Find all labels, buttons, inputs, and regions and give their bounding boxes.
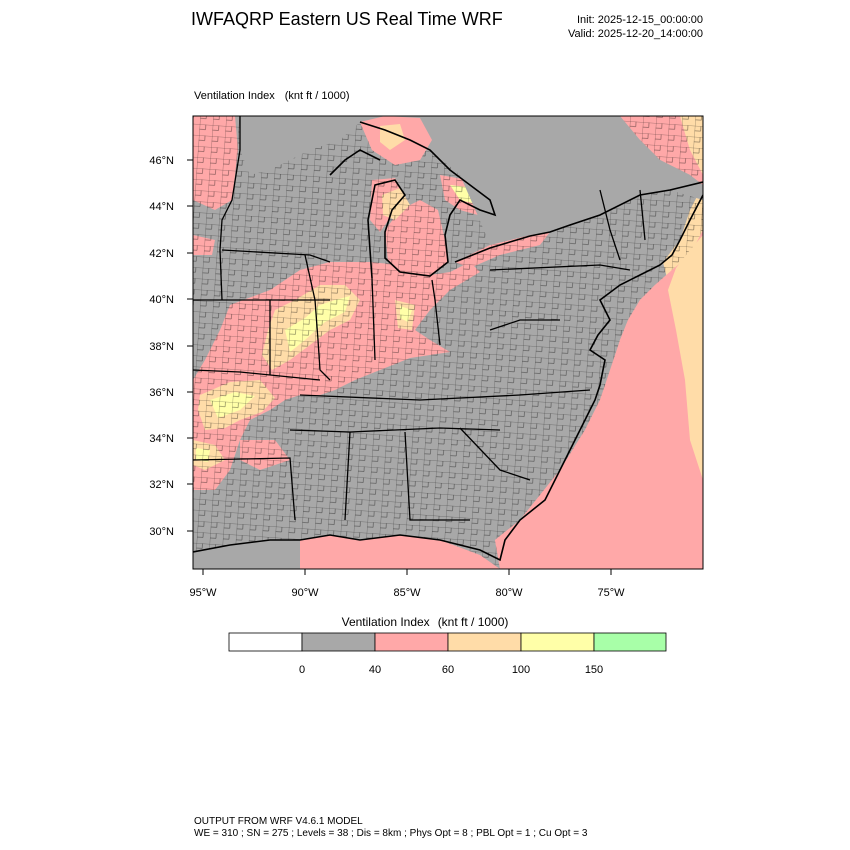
lon-label-95: 95°W <box>189 587 217 599</box>
colorbar-swatch-100-150 <box>520 632 595 652</box>
canada-land <box>240 116 703 245</box>
page-title: IWFAQRP Eastern US Real Time WRF <box>191 9 503 29</box>
atlantic-tan <box>668 235 703 480</box>
colorbar-title-name: Ventilation Index <box>341 615 430 629</box>
state-boundaries <box>193 116 646 521</box>
field-name: Ventilation Index <box>194 90 275 102</box>
lat-label-38: 38°N <box>149 341 174 353</box>
footer-line-2: WE = 310 ; SN = 275 ; Levels = 38 ; Dis … <box>194 828 588 839</box>
colorbar: 0 40 60 100 150 <box>228 632 667 676</box>
valid-time: Valid: 2025-12-20_14:00:00 <box>568 28 703 40</box>
lat-label-30: 30°N <box>149 526 174 538</box>
colorbar-title: Ventilation Index (knt ft / 1000) <box>0 615 850 629</box>
lon-label-85: 85°W <box>393 587 421 599</box>
map-frame <box>192 115 704 570</box>
colorbar-tick-100: 100 <box>512 664 530 676</box>
run-info: Init: 2025-12-15_00:00:00 Valid: 2025-12… <box>568 13 703 41</box>
model-info-footer: OUTPUT FROM WRF V4.6.1 MODEL WE = 310 ; … <box>194 816 587 840</box>
colorbar-swatch-below-0 <box>228 632 303 652</box>
colorbar-title-units: (knt ft / 1000) <box>437 615 509 629</box>
lat-label-32: 32°N <box>149 479 174 491</box>
lat-label-40: 40°N <box>149 294 174 306</box>
field-units: (knt ft / 1000) <box>284 90 350 102</box>
coastlines <box>193 121 703 562</box>
lat-label-44: 44°N <box>149 201 174 213</box>
colorbar-tick-150: 150 <box>585 664 603 676</box>
footer-line-1: OUTPUT FROM WRF V4.6.1 MODEL <box>194 816 363 827</box>
atlantic-pink <box>495 230 703 569</box>
latitude-axis: 46°N 44°N 42°N 40°N 38°N 36°N 34°N 32°N … <box>149 155 193 538</box>
map-field <box>193 116 703 569</box>
colorbar-swatch-0-40 <box>301 632 376 652</box>
init-time: Init: 2025-12-15_00:00:00 <box>577 14 703 26</box>
colorbar-tick-60: 60 <box>442 664 454 676</box>
lat-label-34: 34°N <box>149 433 174 445</box>
lat-label-36: 36°N <box>149 387 174 399</box>
lat-label-46: 46°N <box>149 155 174 167</box>
colorbar-swatch-above-150 <box>593 632 667 652</box>
map-field-label: Ventilation Index (knt ft / 1000) <box>194 90 350 102</box>
lon-label-75: 75°W <box>597 587 625 599</box>
colorbar-tick-40: 40 <box>369 664 381 676</box>
lat-label-42: 42°N <box>149 248 174 260</box>
lon-label-80: 80°W <box>495 587 523 599</box>
colorbar-swatch-60-100 <box>447 632 522 652</box>
gulf-pink <box>300 535 500 569</box>
colorbar-tick-0: 0 <box>299 664 305 676</box>
lon-label-90: 90°W <box>291 587 319 599</box>
colorbar-swatch-40-60 <box>374 632 449 652</box>
longitude-axis: 95°W 90°W 85°W 80°W 75°W <box>189 569 625 599</box>
